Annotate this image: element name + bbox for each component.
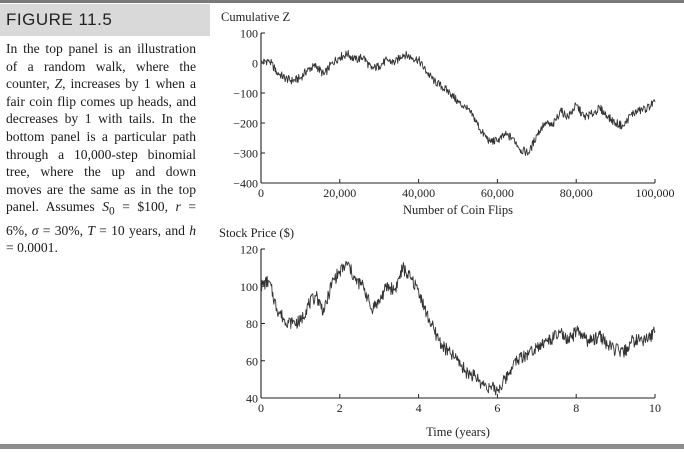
random-walk-line bbox=[260, 49, 656, 156]
chart-bottom-xtick-label: 4 bbox=[416, 401, 422, 415]
chart-top-xtick-label: 0 bbox=[258, 186, 264, 200]
caption-r-value: = 6%, bbox=[6, 199, 196, 238]
chart-top-ytick-label: −200 bbox=[233, 117, 258, 131]
chart-top-xtick-label: 80,000 bbox=[560, 186, 593, 200]
figure-label: FIGURE 11.5 bbox=[0, 4, 210, 36]
chart-bottom-xtick-label: 10 bbox=[649, 401, 661, 415]
chart-bottom-ytick-label: 60 bbox=[246, 354, 258, 368]
chart-bottom-ytick-label: 120 bbox=[240, 243, 258, 257]
chart-top-ytick-label: 0 bbox=[252, 57, 258, 71]
figure-caption: In the top panel is an illustration of a… bbox=[6, 40, 196, 257]
caption-text-2: , increases by 1 when a fair coin flip c… bbox=[6, 76, 197, 215]
chart-bottom-xtick-label: 2 bbox=[337, 401, 343, 415]
caption-var-z: Z bbox=[54, 76, 63, 92]
caption-var-t: T bbox=[87, 222, 95, 238]
caption-t-value: = 10 years, and bbox=[94, 222, 190, 238]
chart-top-xtick-label: 100,000 bbox=[636, 186, 675, 200]
chart-top-xtick-label: 20,000 bbox=[323, 186, 356, 200]
chart-bottom-ytick-label: 80 bbox=[246, 317, 258, 331]
caption-var-s: S bbox=[102, 199, 110, 215]
chart-top-ytick-label: −400 bbox=[233, 177, 258, 191]
caption-text-1: In the top panel is an illustration of a… bbox=[6, 41, 196, 92]
chart-bottom-xtick-label: 8 bbox=[573, 401, 579, 415]
chart-top-xtick-label: 40,000 bbox=[402, 186, 435, 200]
bottom-rule bbox=[0, 444, 684, 449]
chart-top-ytick-label: −300 bbox=[233, 147, 258, 161]
chart-bottom-xlabel: Time (years) bbox=[426, 425, 490, 439]
caption-var-h: h bbox=[189, 222, 196, 238]
stock-price-line bbox=[260, 260, 656, 396]
chart-bottom-ylabel: Stock Price ($) bbox=[219, 226, 294, 240]
chart-top-ylabel: Cumulative Z bbox=[221, 10, 290, 24]
chart-bottom-xtick-label: 6 bbox=[494, 401, 500, 415]
chart-top-ytick-label: −100 bbox=[233, 87, 258, 101]
chart-bottom-xtick-label: 0 bbox=[258, 401, 264, 415]
chart-bottom-ytick-label: 100 bbox=[240, 280, 258, 294]
caption-var-r: r bbox=[175, 199, 181, 215]
caption-s0-value: = $100, bbox=[114, 199, 176, 215]
top-rule bbox=[0, 0, 684, 3]
chart-top-xtick-label: 60,000 bbox=[481, 186, 514, 200]
caption-sigma-value: = 30%, bbox=[38, 222, 88, 238]
caption-var-sigma: σ bbox=[31, 222, 39, 238]
chart-top-xlabel: Number of Coin Flips bbox=[403, 203, 513, 217]
chart-bottom-ytick-label: 40 bbox=[246, 392, 258, 406]
chart-top-ytick-label: 100 bbox=[240, 27, 258, 41]
caption-sub-0: 0 bbox=[109, 206, 115, 219]
caption-h-value: = 0.0001. bbox=[6, 240, 58, 256]
